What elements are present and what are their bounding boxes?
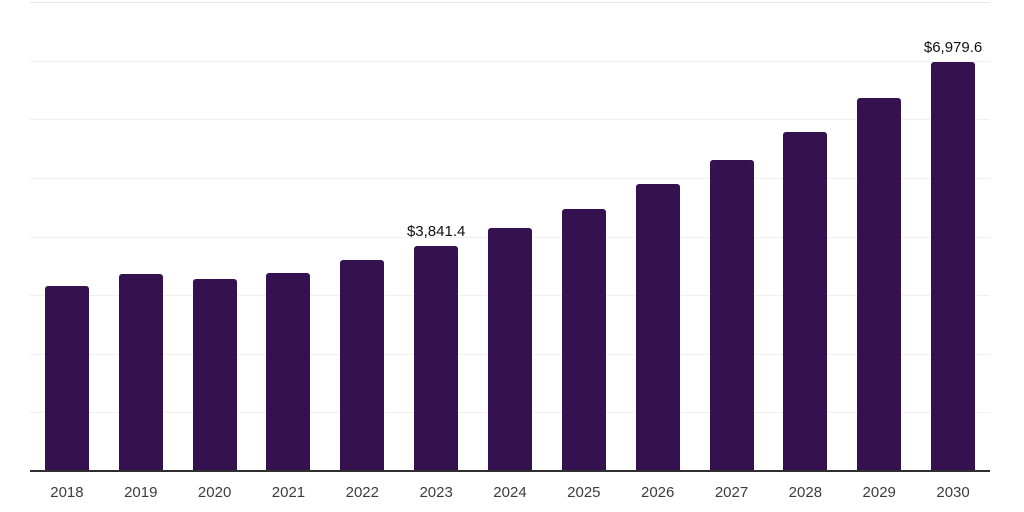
bar-slot-2030: $6,979.6 <box>916 2 990 471</box>
plot-area: $3,841.4 $6,979.6 <box>30 2 990 471</box>
bar-2020 <box>192 278 237 471</box>
gridline-7000 <box>30 60 990 62</box>
bar-2025 <box>561 208 606 471</box>
bar-slot-2023: $3,841.4 <box>399 2 473 471</box>
x-tick-2023: 2023 <box>419 484 453 501</box>
bars-row: $3,841.4 $6,979.6 <box>30 2 990 471</box>
x-tick-2020: 2020 <box>197 484 232 501</box>
bar-slot-2026 <box>621 2 695 471</box>
bar-2028 <box>783 132 828 471</box>
x-tick-2029: 2029 <box>862 484 896 501</box>
x-tick-2028: 2028 <box>788 484 823 501</box>
bar-slot-2029 <box>842 2 916 471</box>
x-tick-2022: 2022 <box>345 484 379 501</box>
x-axis-line <box>30 470 990 472</box>
x-tick-2027: 2027 <box>714 484 749 501</box>
bar-slot-2020 <box>178 2 252 471</box>
bar-2026 <box>635 184 680 471</box>
data-label-2030: $6,979.6 <box>923 38 983 56</box>
bar-slot-2027 <box>695 2 769 471</box>
x-tick-2019: 2019 <box>124 484 158 501</box>
bar-2029 <box>857 98 902 471</box>
data-label-2023: $3,841.4 <box>406 222 466 240</box>
bar-slot-2019 <box>104 2 178 471</box>
x-tick-2026: 2026 <box>640 484 675 501</box>
x-axis-labels: 2018 2019 2020 2021 2022 2023 2024 2025 2026 2027… <box>30 484 990 502</box>
bar-slot-2028 <box>768 2 842 471</box>
x-tick-2018: 2018 <box>50 484 84 501</box>
x-tick-2024: 2024 <box>493 484 527 501</box>
x-tick-2025: 2025 <box>567 484 601 501</box>
bar-2022 <box>340 259 385 471</box>
bar-2018 <box>44 285 89 471</box>
x-tick-2021: 2021 <box>271 484 306 501</box>
bar-2019 <box>118 273 163 471</box>
bar-slot-2021 <box>252 2 326 471</box>
x-tick-2030: 2030 <box>936 484 970 501</box>
gridline-8000 <box>30 2 990 3</box>
bar-slot-2018 <box>30 2 104 471</box>
bar-2021 <box>266 272 311 471</box>
bar-2027 <box>709 160 754 471</box>
bar-2030 <box>931 61 976 471</box>
bar-2023 <box>414 245 459 471</box>
bar-slot-2024 <box>473 2 547 471</box>
gridline-5000 <box>30 177 990 179</box>
bar-slot-2025 <box>547 2 621 471</box>
bar-2024 <box>487 227 532 471</box>
bar-slot-2022 <box>325 2 399 471</box>
gridline-6000 <box>30 119 990 121</box>
